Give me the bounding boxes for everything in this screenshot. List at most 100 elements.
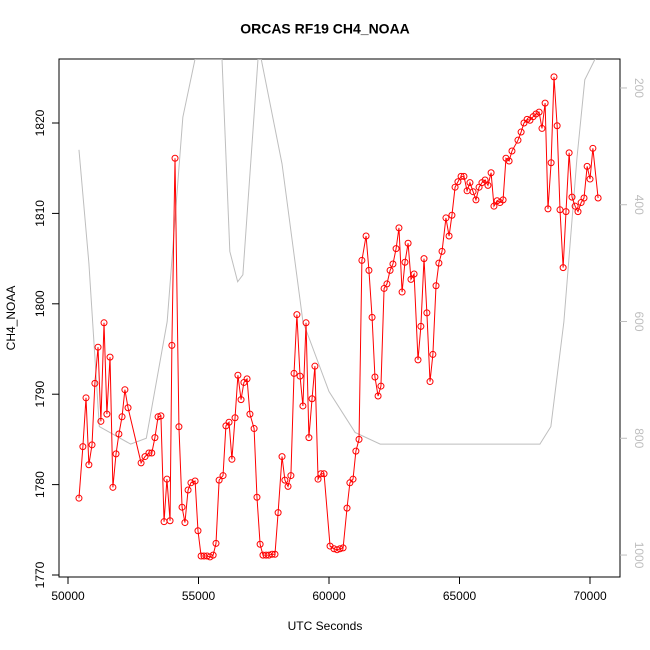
data-point [320, 470, 328, 478]
data-point [368, 313, 376, 321]
data-point [438, 247, 446, 255]
data-point [594, 194, 602, 202]
data-point [355, 435, 363, 443]
y2-tick-label: 1000 [632, 542, 646, 569]
series-line [78, 59, 596, 445]
data-point [171, 154, 179, 162]
data-point [243, 375, 251, 383]
data-point [290, 369, 298, 377]
data-point [237, 396, 245, 404]
data-point [414, 356, 422, 364]
data-point [429, 350, 437, 358]
data-point [228, 455, 236, 463]
data-point [163, 475, 171, 483]
data-point [386, 266, 394, 274]
data-point [487, 169, 495, 177]
series-line [78, 76, 599, 558]
data-point [166, 517, 174, 525]
y2-tick-label: 600 [632, 311, 646, 331]
plot-box [58, 58, 621, 578]
data-point [466, 179, 474, 187]
data-point [281, 476, 289, 484]
data-point [148, 449, 156, 457]
data-point [553, 122, 561, 130]
data-point [137, 459, 145, 467]
chart-title: ORCAS RF19 CH4_NOAA [240, 21, 410, 37]
data-point [556, 206, 564, 214]
data-point [112, 450, 120, 458]
data-point [484, 181, 492, 189]
data-point [103, 410, 111, 418]
data-point [271, 550, 279, 558]
data-point [460, 172, 468, 180]
data-point [420, 255, 428, 263]
y2-tick-label: 800 [632, 428, 646, 448]
data-point [499, 196, 507, 204]
data-point [401, 258, 409, 266]
data-point [299, 402, 307, 410]
data-point [212, 539, 220, 547]
data-point [106, 353, 114, 361]
data-point [253, 493, 261, 501]
data-point [145, 449, 153, 457]
data-point [194, 527, 202, 535]
data-point [374, 392, 382, 400]
plot-area [75, 59, 602, 561]
data-point [523, 115, 531, 123]
data-point [392, 245, 400, 253]
data-point [349, 475, 357, 483]
data-point [302, 319, 310, 327]
data-point [151, 434, 159, 442]
data-point [550, 73, 558, 81]
data-point [490, 202, 498, 210]
data-point [287, 472, 295, 480]
data-point [426, 378, 434, 386]
data-point [157, 412, 165, 420]
data-point [118, 413, 126, 421]
x-tick-label: 55000 [182, 589, 216, 603]
data-point [432, 282, 440, 290]
y-tick-label: 1770 [33, 561, 47, 588]
data-point [91, 379, 99, 387]
data-point [574, 208, 582, 216]
data-point [404, 239, 412, 247]
data-point [398, 288, 406, 296]
data-point [317, 470, 325, 478]
data-point [175, 423, 183, 431]
y-tick-label: 1780 [33, 471, 47, 498]
data-point [454, 178, 462, 186]
data-point [505, 157, 513, 165]
data-point [469, 188, 477, 196]
data-point [371, 373, 379, 381]
y-tick-label: 1810 [33, 200, 47, 227]
data-point [583, 162, 591, 170]
data-point [481, 176, 489, 184]
data-point [305, 434, 313, 442]
data-point [445, 232, 453, 240]
data-point [514, 136, 522, 144]
data-point [168, 341, 176, 349]
data-point [383, 280, 391, 288]
x-tick-label: 50000 [51, 589, 85, 603]
data-point [293, 311, 301, 319]
data-point [508, 147, 516, 155]
data-point [358, 256, 366, 264]
data-point [562, 208, 570, 216]
data-point [352, 447, 360, 455]
y-tick-label: 1800 [33, 290, 47, 317]
data-point [314, 475, 322, 483]
data-point [343, 504, 351, 512]
data-point [423, 309, 431, 317]
data-point [178, 503, 186, 511]
data-point [209, 551, 217, 559]
data-point [97, 417, 105, 425]
data-point [181, 519, 189, 527]
data-point [395, 224, 403, 232]
x-tick-label: 70000 [573, 589, 607, 603]
data-point [547, 159, 555, 167]
data-point [234, 371, 242, 379]
data-point [410, 270, 418, 278]
data-point [362, 232, 370, 240]
data-point [94, 343, 102, 351]
data-point [472, 196, 480, 204]
